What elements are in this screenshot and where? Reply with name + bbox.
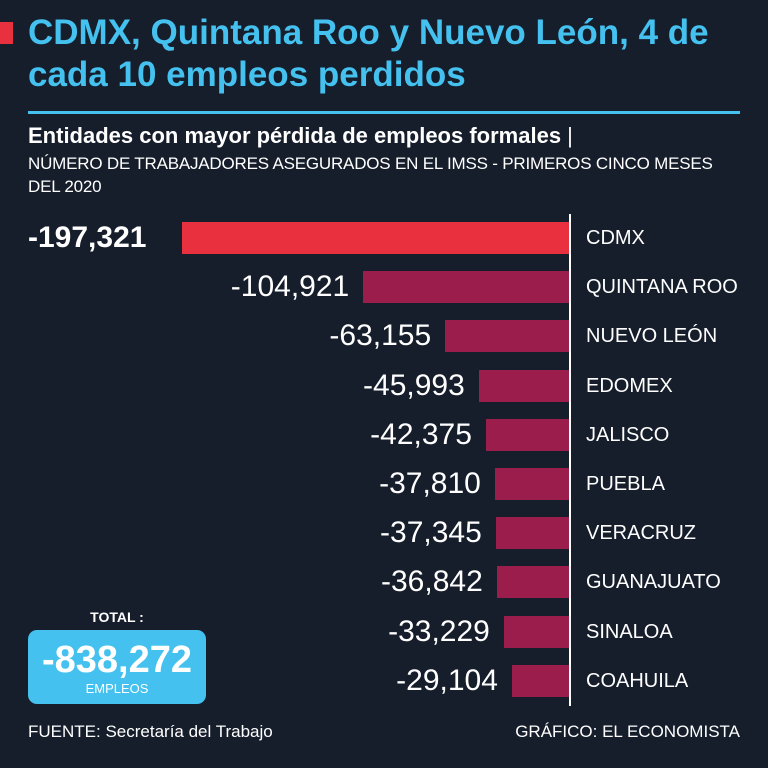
bar-value-label: -29,104: [396, 664, 498, 697]
bar-value-label: -63,155: [329, 319, 432, 352]
bar-6: [495, 517, 569, 549]
bar-value-label: -33,229: [388, 615, 490, 648]
total-unit: EMPLEOS: [85, 681, 149, 696]
subtitle-separator: |: [567, 123, 573, 148]
bar-5: [494, 468, 569, 500]
bar-0: [182, 222, 569, 254]
bar-value-label: -42,375: [370, 418, 472, 451]
chart-subtitle-text: Entidades con mayor pérdida de empleos f…: [28, 123, 562, 148]
bar-1: [363, 271, 569, 303]
bar-value-label: -104,921: [230, 270, 350, 303]
total-value: -838,272: [41, 639, 192, 681]
category-label: CDMX: [586, 227, 645, 249]
bar-value-label: -37,810: [379, 467, 481, 500]
total-box: -838,272 EMPLEOS: [28, 630, 206, 704]
category-label: GUANAJUATO: [586, 571, 721, 593]
category-label: QUINTANA ROO: [586, 276, 738, 298]
bar-value-label: -197,321: [28, 221, 147, 254]
source-note: FUENTE: Secretaría del Trabajo: [28, 722, 273, 741]
category-label: PUEBLA: [586, 473, 665, 495]
category-label: COAHUILA: [586, 670, 689, 692]
bar-8: [503, 616, 569, 648]
title-accent-bar: [0, 22, 13, 44]
bar-3: [478, 370, 569, 402]
chart-subtitle: Entidades con mayor pérdida de empleos f…: [28, 122, 748, 150]
bar-4: [485, 419, 569, 451]
bar-9: [511, 665, 569, 697]
page-title: CDMX, Quintana Roo y Nuevo León, 4 de ca…: [28, 13, 709, 94]
category-label: SINALOA: [586, 621, 673, 643]
bar-7: [496, 566, 569, 598]
bar-value-label: -45,993: [363, 369, 465, 402]
bar-2: [445, 320, 569, 352]
bar-value-label: -36,842: [381, 565, 483, 598]
category-label: EDOMEX: [586, 375, 673, 397]
category-label: VERACRUZ: [586, 522, 697, 544]
category-label: NUEVO LEÓN: [586, 325, 718, 347]
graphic-credit: GRÁFICO: EL ECONOMISTA: [515, 722, 740, 741]
bar-value-label: -37,345: [380, 516, 482, 549]
chart-subtitle-detail: NÚMERO DE TRABAJADORES ASEGURADOS EN EL …: [28, 154, 713, 196]
category-label: JALISCO: [586, 424, 670, 446]
total-caption: TOTAL :: [90, 609, 144, 625]
title-divider: [28, 111, 740, 114]
chart-axis-line: [569, 214, 571, 706]
